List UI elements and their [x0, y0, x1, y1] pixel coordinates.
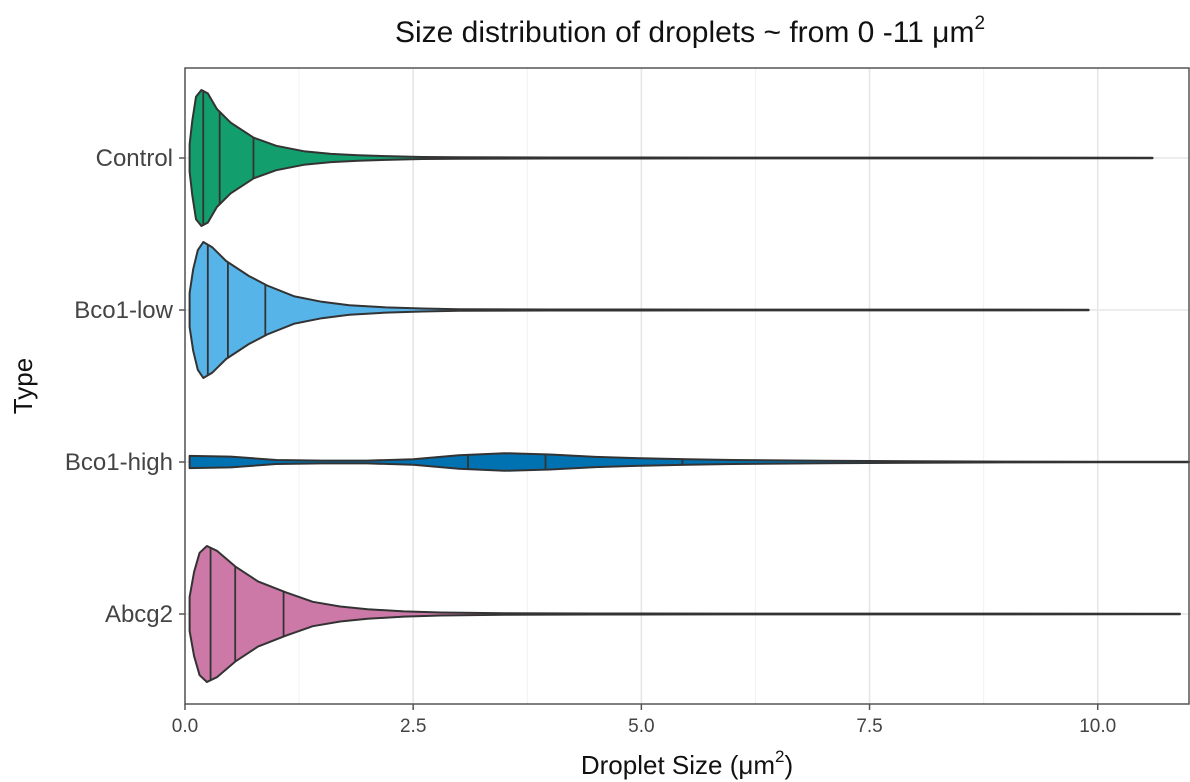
x-axis-title: Droplet Size (μm2)	[581, 747, 793, 780]
x-tick-label-2: 5.0	[628, 716, 654, 737]
violin-control	[188, 89, 1154, 227]
violin-bco1-low	[188, 241, 1090, 379]
category-label-2: Bco1-high	[65, 449, 173, 476]
category-label-3: Abcg2	[105, 601, 173, 628]
panel-background	[185, 68, 1189, 704]
x-tick-label-4: 10.0	[1079, 716, 1116, 737]
y-axis: Control Bco1-low Bco1-high Abcg2	[65, 145, 185, 628]
violin-abcg2	[188, 545, 1181, 683]
x-tick-label-0: 0.0	[172, 716, 198, 737]
x-axis: 0.0 2.5 5.0 7.5 10.0	[172, 704, 1116, 737]
plot-panel	[184, 67, 1190, 705]
x-axis-title-suffix: )	[784, 750, 793, 780]
x-tick-label-1: 2.5	[400, 716, 426, 737]
chart-title: Size distribution of droplets ~ from 0 -…	[395, 13, 985, 49]
title-superscript: 2	[974, 13, 985, 34]
category-label-0: Control	[96, 145, 173, 172]
x-axis-title-superscript: 2	[775, 747, 784, 766]
y-axis-title: Type	[8, 358, 38, 414]
x-tick-label-3: 7.5	[856, 716, 882, 737]
panel-border	[184, 67, 1190, 705]
category-label-1: Bco1-low	[74, 297, 173, 324]
